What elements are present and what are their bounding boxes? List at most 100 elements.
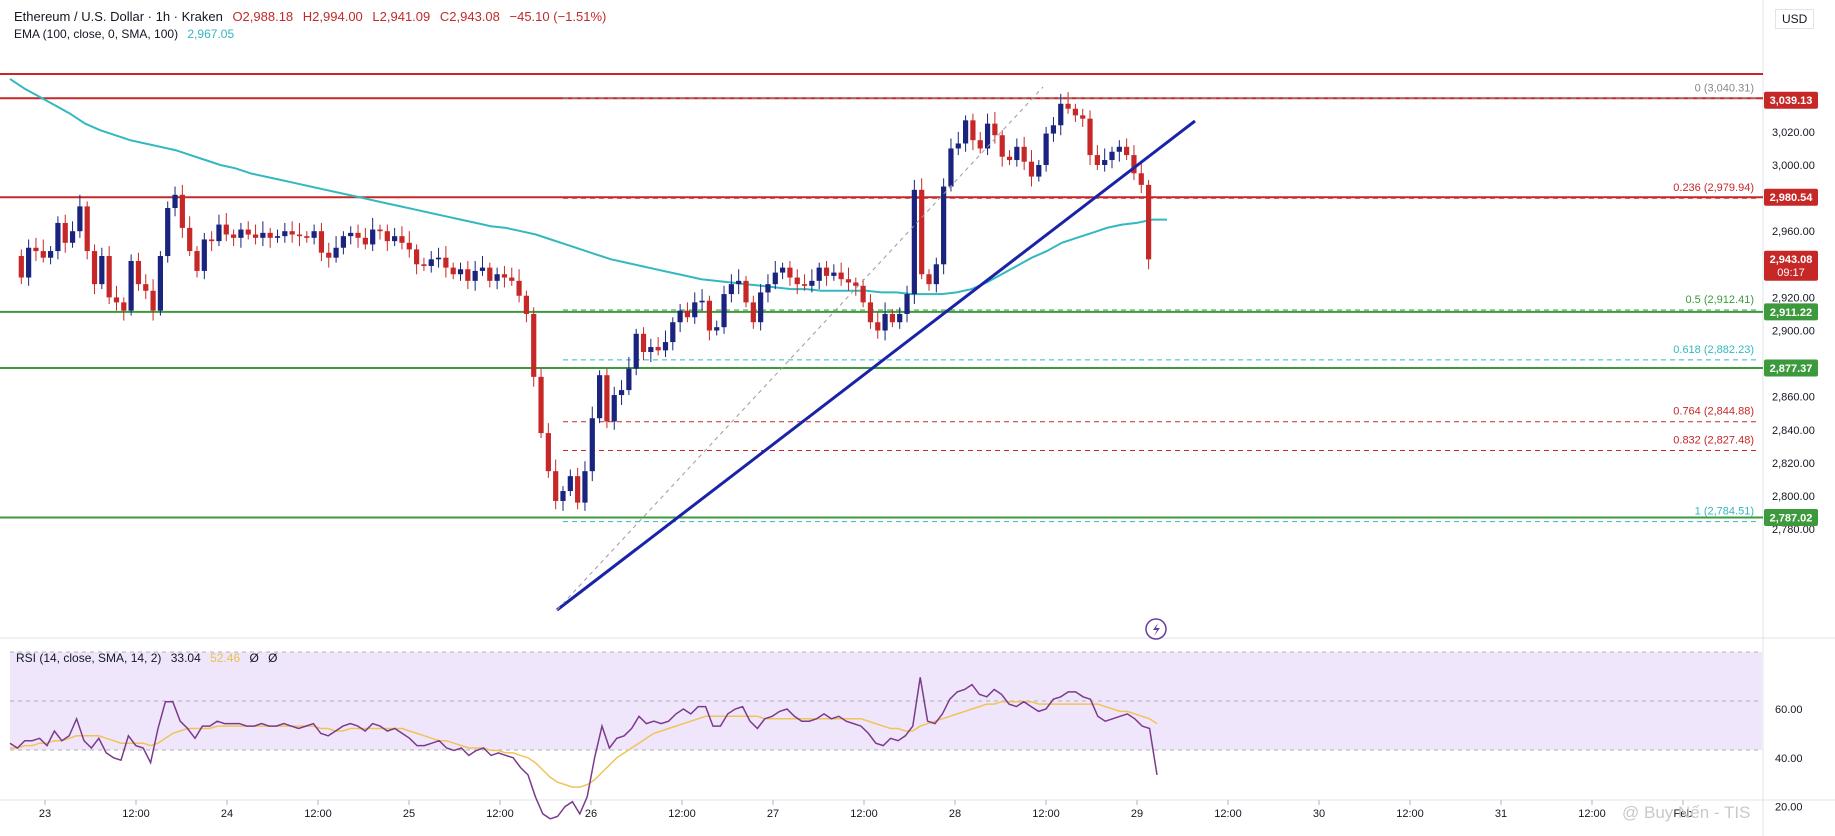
candle[interactable] (414, 244, 420, 275)
candle[interactable] (318, 222, 325, 261)
candle[interactable] (194, 246, 200, 278)
candle[interactable] (765, 274, 771, 303)
candle[interactable] (509, 267, 515, 286)
candle[interactable] (362, 227, 368, 250)
candle[interactable] (252, 224, 259, 245)
candle[interactable] (794, 269, 800, 295)
candle[interactable] (662, 330, 669, 357)
symbol-title[interactable]: Ethereum / U.S. Dollar · 1h · Kraken (14, 9, 223, 24)
candle[interactable] (172, 186, 178, 217)
candle[interactable] (743, 275, 749, 308)
candle[interactable] (963, 115, 969, 152)
candle[interactable] (597, 370, 603, 424)
candle[interactable] (838, 262, 844, 286)
candle[interactable] (1109, 146, 1115, 169)
candle[interactable] (399, 226, 405, 250)
replay-icon[interactable] (1145, 618, 1167, 640)
rsi-legend[interactable]: RSI (14, close, SMA, 14, 2) 33.04 52.46 … (16, 651, 278, 665)
price-tag-3[interactable]: 2,911.22 (1764, 303, 1818, 321)
candle[interactable] (84, 201, 90, 260)
candle[interactable] (926, 269, 932, 291)
candle[interactable] (1072, 103, 1078, 122)
candle[interactable] (1146, 179, 1152, 270)
candle[interactable] (882, 302, 888, 341)
candle[interactable] (728, 274, 734, 303)
candle[interactable] (721, 285, 727, 334)
candle[interactable] (604, 368, 610, 429)
candle[interactable] (216, 214, 222, 247)
candle[interactable] (750, 295, 756, 329)
candle[interactable] (282, 222, 288, 243)
candle[interactable] (801, 274, 808, 291)
candle[interactable] (384, 224, 390, 252)
candle[interactable] (941, 178, 947, 275)
candle[interactable] (223, 212, 229, 242)
candle[interactable] (575, 467, 581, 510)
candle[interactable] (823, 260, 830, 286)
candle[interactable] (348, 226, 354, 245)
candle[interactable] (179, 184, 185, 238)
candle[interactable] (296, 222, 303, 247)
candle[interactable] (523, 290, 529, 323)
candle[interactable] (443, 246, 449, 278)
candle[interactable] (231, 229, 237, 247)
candle[interactable] (1050, 117, 1057, 142)
candle[interactable] (450, 262, 456, 280)
candle[interactable] (780, 262, 786, 280)
candle[interactable] (18, 249, 24, 285)
price-tag-1[interactable]: 2,980.54 (1764, 188, 1818, 206)
candle[interactable] (333, 236, 339, 263)
candle[interactable] (1102, 148, 1108, 172)
candle[interactable] (392, 227, 398, 247)
candle[interactable] (999, 130, 1005, 167)
candle[interactable] (435, 247, 442, 268)
candle[interactable] (684, 302, 691, 323)
candle[interactable] (545, 423, 551, 478)
candle[interactable] (699, 289, 705, 311)
candle[interactable] (1065, 92, 1071, 114)
candle[interactable] (758, 284, 764, 331)
candle[interactable] (970, 113, 976, 151)
candle[interactable] (904, 285, 910, 323)
candle[interactable] (1116, 140, 1122, 162)
candle[interactable] (911, 179, 917, 305)
candle[interactable] (897, 307, 903, 329)
candle[interactable] (289, 221, 295, 243)
candle[interactable] (487, 262, 493, 288)
candle[interactable] (157, 251, 163, 316)
candle[interactable] (1036, 160, 1042, 182)
candle[interactable] (809, 269, 815, 293)
candle[interactable] (677, 304, 683, 333)
candle[interactable] (69, 221, 76, 248)
ema-polyline[interactable] (9, 78, 1167, 296)
candle[interactable] (531, 307, 537, 387)
candle[interactable] (428, 251, 434, 273)
candle[interactable] (582, 461, 588, 511)
candle[interactable] (274, 229, 281, 243)
candle[interactable] (501, 265, 508, 288)
candle[interactable] (1043, 126, 1049, 172)
candle[interactable] (984, 113, 991, 156)
candle[interactable] (370, 217, 376, 252)
rsi-line[interactable] (9, 677, 1158, 820)
candle[interactable] (40, 239, 46, 263)
candle[interactable] (91, 244, 98, 295)
candle[interactable] (113, 285, 120, 311)
candle[interactable] (26, 239, 32, 286)
candle[interactable] (1087, 110, 1093, 165)
candle[interactable] (55, 216, 61, 260)
candle[interactable] (340, 231, 346, 255)
price-tag-0[interactable]: 3,039.13 (1764, 91, 1818, 109)
candle[interactable] (853, 277, 859, 296)
candle[interactable] (472, 260, 478, 291)
candle[interactable] (860, 279, 866, 308)
candle[interactable] (187, 216, 193, 257)
candle[interactable] (1028, 150, 1035, 187)
candle[interactable] (260, 221, 266, 247)
candle[interactable] (618, 380, 625, 405)
candle[interactable] (633, 328, 639, 376)
candle[interactable] (787, 260, 793, 286)
candle[interactable] (267, 227, 273, 248)
candle[interactable] (655, 337, 661, 356)
candle[interactable] (121, 297, 127, 321)
